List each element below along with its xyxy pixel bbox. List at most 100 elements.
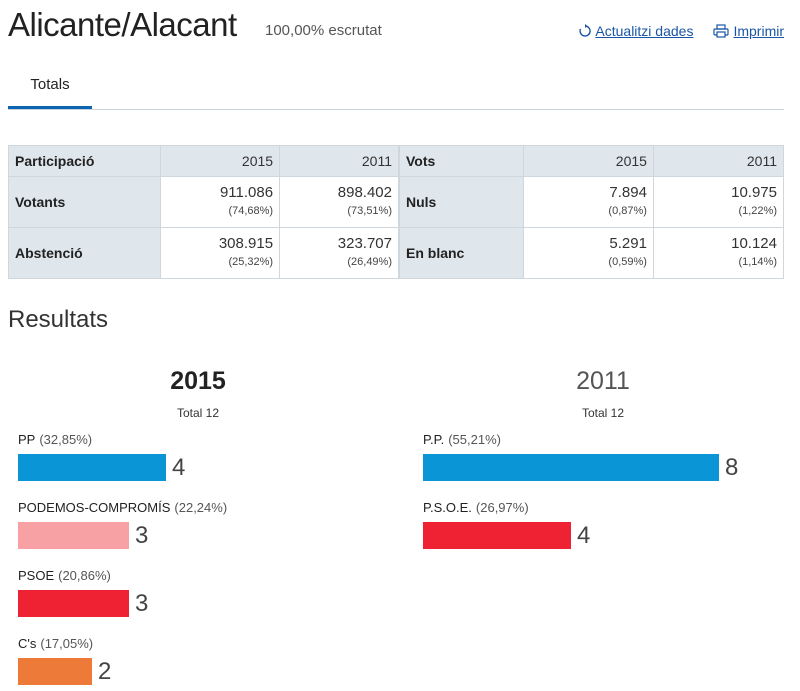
participation-header-row: Participació 2015 2011 Vots 2015 2011 (7, 145, 785, 177)
year-2015-header: 2015 (522, 145, 654, 177)
results-year: 2011 (576, 367, 630, 395)
party-result: P.P. (55,21%) 8 (423, 432, 783, 482)
party-name: C's (18, 636, 37, 651)
table-row: Abstenció 308.915 (25,32%) 323.707 (26,49%… (7, 227, 785, 279)
seat-bar-row: 3 (18, 588, 378, 618)
percentage: (25,32%) (228, 256, 274, 268)
party-percentage: (32,85%) (39, 432, 93, 447)
party-name: PP (18, 432, 36, 447)
party-label: PODEMOS-COMPROMÍS (22,24%) (18, 500, 378, 518)
party-result: C's (17,05%) 2 (18, 636, 378, 686)
value-cell: 5.291 (0,59%) (522, 227, 654, 279)
row-label: Abstenció (7, 227, 162, 279)
results-2011: 2011 Total 12 P.P. (55,21%) 8 P.S.O.E. (26,9… (423, 366, 783, 550)
row-label: En blanc (397, 227, 524, 279)
party-label: PP (32,85%) (18, 432, 378, 450)
party-label: P.S.O.E. (26,97%) (423, 500, 783, 518)
participation-header: Participació (7, 145, 162, 177)
seat-count: 2 (98, 657, 112, 685)
value-cell: 323.707 (26,49%) (279, 227, 400, 279)
votes-header: Vots (397, 145, 524, 177)
scrutiny-status: 100,00% escrutat (265, 22, 382, 39)
seat-bar-row: 4 (18, 452, 378, 482)
percentage: (0,59%) (608, 256, 647, 268)
value: 308.915 (218, 235, 274, 252)
value-cell: 10.975 (1,22%) (652, 176, 785, 228)
party-label: P.P. (55,21%) (423, 432, 783, 450)
refresh-icon (579, 24, 592, 38)
percentage: (26,49%) (347, 256, 392, 268)
results-year: 2015 (170, 367, 226, 395)
print-label: Imprimir (733, 23, 784, 39)
participation-table: Participació 2015 2011 Vots 2015 2011 Vo… (7, 145, 785, 279)
value-cell: 308.915 (25,32%) (160, 227, 281, 279)
page-title: Alicante/Alacant (8, 6, 237, 43)
value-cell: 911.086 (74,68%) (160, 176, 281, 228)
percentage: (1,14%) (738, 256, 777, 268)
year-2011-header: 2011 (652, 145, 785, 177)
party-label: PSOE (20,86%) (18, 568, 378, 586)
party-name: PODEMOS-COMPROMÍS (18, 500, 171, 515)
party-percentage: (20,86%) (58, 568, 111, 583)
party-result: P.S.O.E. (26,97%) 4 (423, 500, 783, 550)
value: 10.124 (731, 235, 777, 252)
update-data-label: Actualitzi dades (595, 23, 694, 39)
seat-bar (423, 521, 571, 549)
seat-count: 3 (135, 521, 149, 549)
party-list: PP (32,85%) 4 PODEMOS-COMPROMÍS (22,24%) 3 PSO… (18, 432, 378, 686)
seat-count: 4 (577, 521, 591, 549)
seat-bar-row: 8 (423, 452, 783, 482)
seat-count: 4 (172, 453, 186, 481)
party-percentage: (55,21%) (448, 432, 501, 447)
party-name: P.P. (423, 432, 445, 447)
value: 10.975 (731, 184, 777, 201)
percentage: (1,22%) (738, 205, 777, 217)
party-percentage: (17,05%) (40, 636, 94, 651)
tab-bar: Totals (8, 66, 784, 110)
value: 7.894 (609, 184, 647, 201)
results-2015: 2015 Total 12 PP (32,85%) 4 PODEMOS-COMPROM… (18, 366, 378, 686)
value-cell: 7.894 (0,87%) (522, 176, 654, 228)
tab-totals[interactable]: Totals (8, 66, 92, 109)
party-percentage: (26,97%) (475, 500, 529, 515)
party-percentage: (22,24%) (174, 500, 228, 515)
update-data-link[interactable]: Actualitzi dades (579, 23, 693, 39)
seat-bar (18, 453, 166, 481)
results-title: Resultats (8, 306, 109, 333)
value: 911.086 (219, 184, 274, 201)
table-row: Votants 911.086 (74,68%) 898.402 (73,51%) … (7, 176, 785, 228)
seat-bar-row: 3 (18, 520, 378, 550)
seat-count: 3 (135, 589, 149, 617)
year-2015-header: 2015 (160, 145, 281, 177)
seat-bar (423, 453, 719, 481)
row-label: Votants (7, 176, 162, 228)
percentage: (0,87%) (608, 205, 647, 217)
value-cell: 10.124 (1,14%) (652, 227, 785, 279)
row-label: Nuls (397, 176, 524, 228)
seat-bar-row: 2 (18, 656, 378, 686)
total-seats: Total 12 (176, 406, 220, 420)
print-link[interactable]: Imprimir (713, 23, 784, 39)
party-list: P.P. (55,21%) 8 P.S.O.E. (26,97%) 4 (423, 432, 783, 550)
percentage: (73,51%) (347, 205, 392, 217)
value: 5.291 (609, 235, 647, 252)
value-cell: 898.402 (73,51%) (279, 176, 400, 228)
total-seats: Total 12 (581, 406, 625, 420)
percentage: (74,68%) (228, 205, 274, 217)
value: 898.402 (337, 184, 392, 201)
seat-bar (18, 657, 92, 685)
seat-count: 8 (725, 453, 739, 481)
seat-bar (18, 589, 129, 617)
year-2011-header: 2011 (279, 145, 400, 177)
party-name: PSOE (18, 568, 55, 583)
party-result: PP (32,85%) 4 (18, 432, 378, 482)
header-actions: Actualitzi dades Imprimir (579, 23, 784, 39)
party-name: P.S.O.E. (423, 500, 472, 515)
value: 323.707 (337, 235, 392, 252)
party-result: PSOE (20,86%) 3 (18, 568, 378, 618)
printer-icon (713, 24, 730, 38)
seat-bar (18, 521, 129, 549)
party-label: C's (17,05%) (18, 636, 378, 654)
party-result: PODEMOS-COMPROMÍS (22,24%) 3 (18, 500, 378, 550)
seat-bar-row: 4 (423, 520, 783, 550)
